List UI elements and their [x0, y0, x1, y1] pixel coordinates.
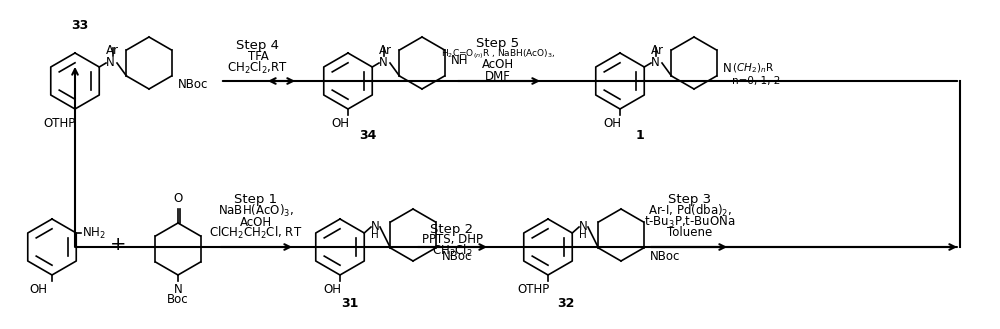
Text: 34: 34 [359, 129, 377, 142]
Text: 31: 31 [341, 297, 359, 310]
Text: 33: 33 [71, 19, 89, 32]
Text: t-Bu$_3$P,t-BuONa: t-Bu$_3$P,t-BuONa [644, 215, 736, 230]
Text: DMF: DMF [485, 69, 511, 83]
Text: NBoc: NBoc [178, 78, 208, 90]
Text: N: N [651, 57, 660, 69]
Text: NBoc: NBoc [650, 249, 680, 263]
Text: OH: OH [29, 283, 47, 296]
Text: Step 5: Step 5 [476, 37, 520, 49]
Text: Toluene: Toluene [667, 226, 713, 240]
Text: OH: OH [331, 117, 349, 130]
Text: CH$_2$Cl$_2$,RT: CH$_2$Cl$_2$,RT [227, 60, 289, 76]
Text: Step 3: Step 3 [668, 192, 712, 206]
Text: H: H [371, 230, 379, 240]
Text: TFA: TFA [248, 50, 268, 63]
Text: N: N [379, 57, 388, 69]
Text: NBoc: NBoc [442, 249, 472, 263]
Text: Step 4: Step 4 [237, 39, 280, 53]
Text: AcOH: AcOH [482, 59, 514, 71]
Text: OTHP: OTHP [518, 283, 550, 296]
Text: N: N [174, 283, 182, 296]
Text: NH: NH [451, 55, 468, 67]
Text: CH$_2$Cl$_2$: CH$_2$Cl$_2$ [432, 243, 472, 259]
Text: N: N [371, 220, 380, 234]
Text: Step 1: Step 1 [234, 192, 278, 206]
Text: Step 2: Step 2 [430, 222, 474, 236]
Text: Ar: Ar [651, 44, 664, 58]
Text: PPTS, DHP: PPTS, DHP [422, 234, 482, 246]
Text: AcOH: AcOH [240, 215, 272, 229]
Text: OTHP: OTHP [43, 117, 75, 130]
Text: ClCH$_2$CH$_2$Cl, RT: ClCH$_2$CH$_2$Cl, RT [209, 225, 303, 241]
Text: n=0, 1, 2: n=0, 1, 2 [732, 76, 780, 86]
Text: NH$_2$: NH$_2$ [82, 225, 106, 240]
Text: H: H [579, 230, 587, 240]
Text: 1: 1 [636, 129, 644, 142]
Text: Boc: Boc [167, 293, 189, 306]
Text: $(CH_2)_n$R: $(CH_2)_n$R [732, 61, 774, 75]
Text: Ar: Ar [106, 44, 119, 58]
Text: N: N [579, 220, 588, 234]
Text: Ar: Ar [379, 44, 392, 58]
Text: O: O [173, 192, 183, 205]
Text: N: N [106, 57, 115, 69]
Text: NaBH(AcO)$_3$,: NaBH(AcO)$_3$, [218, 203, 294, 219]
Text: +: + [110, 235, 126, 254]
Text: OH: OH [323, 283, 341, 296]
Text: Ar-I, Pd(dba)$_2$,: Ar-I, Pd(dba)$_2$, [648, 203, 732, 219]
Text: 32: 32 [557, 297, 575, 310]
Text: OH: OH [603, 117, 621, 130]
Text: H$_2$C=O$_{(n)}$R , NaBH(AcO)$_3$,: H$_2$C=O$_{(n)}$R , NaBH(AcO)$_3$, [441, 47, 555, 61]
Text: N: N [723, 62, 732, 74]
